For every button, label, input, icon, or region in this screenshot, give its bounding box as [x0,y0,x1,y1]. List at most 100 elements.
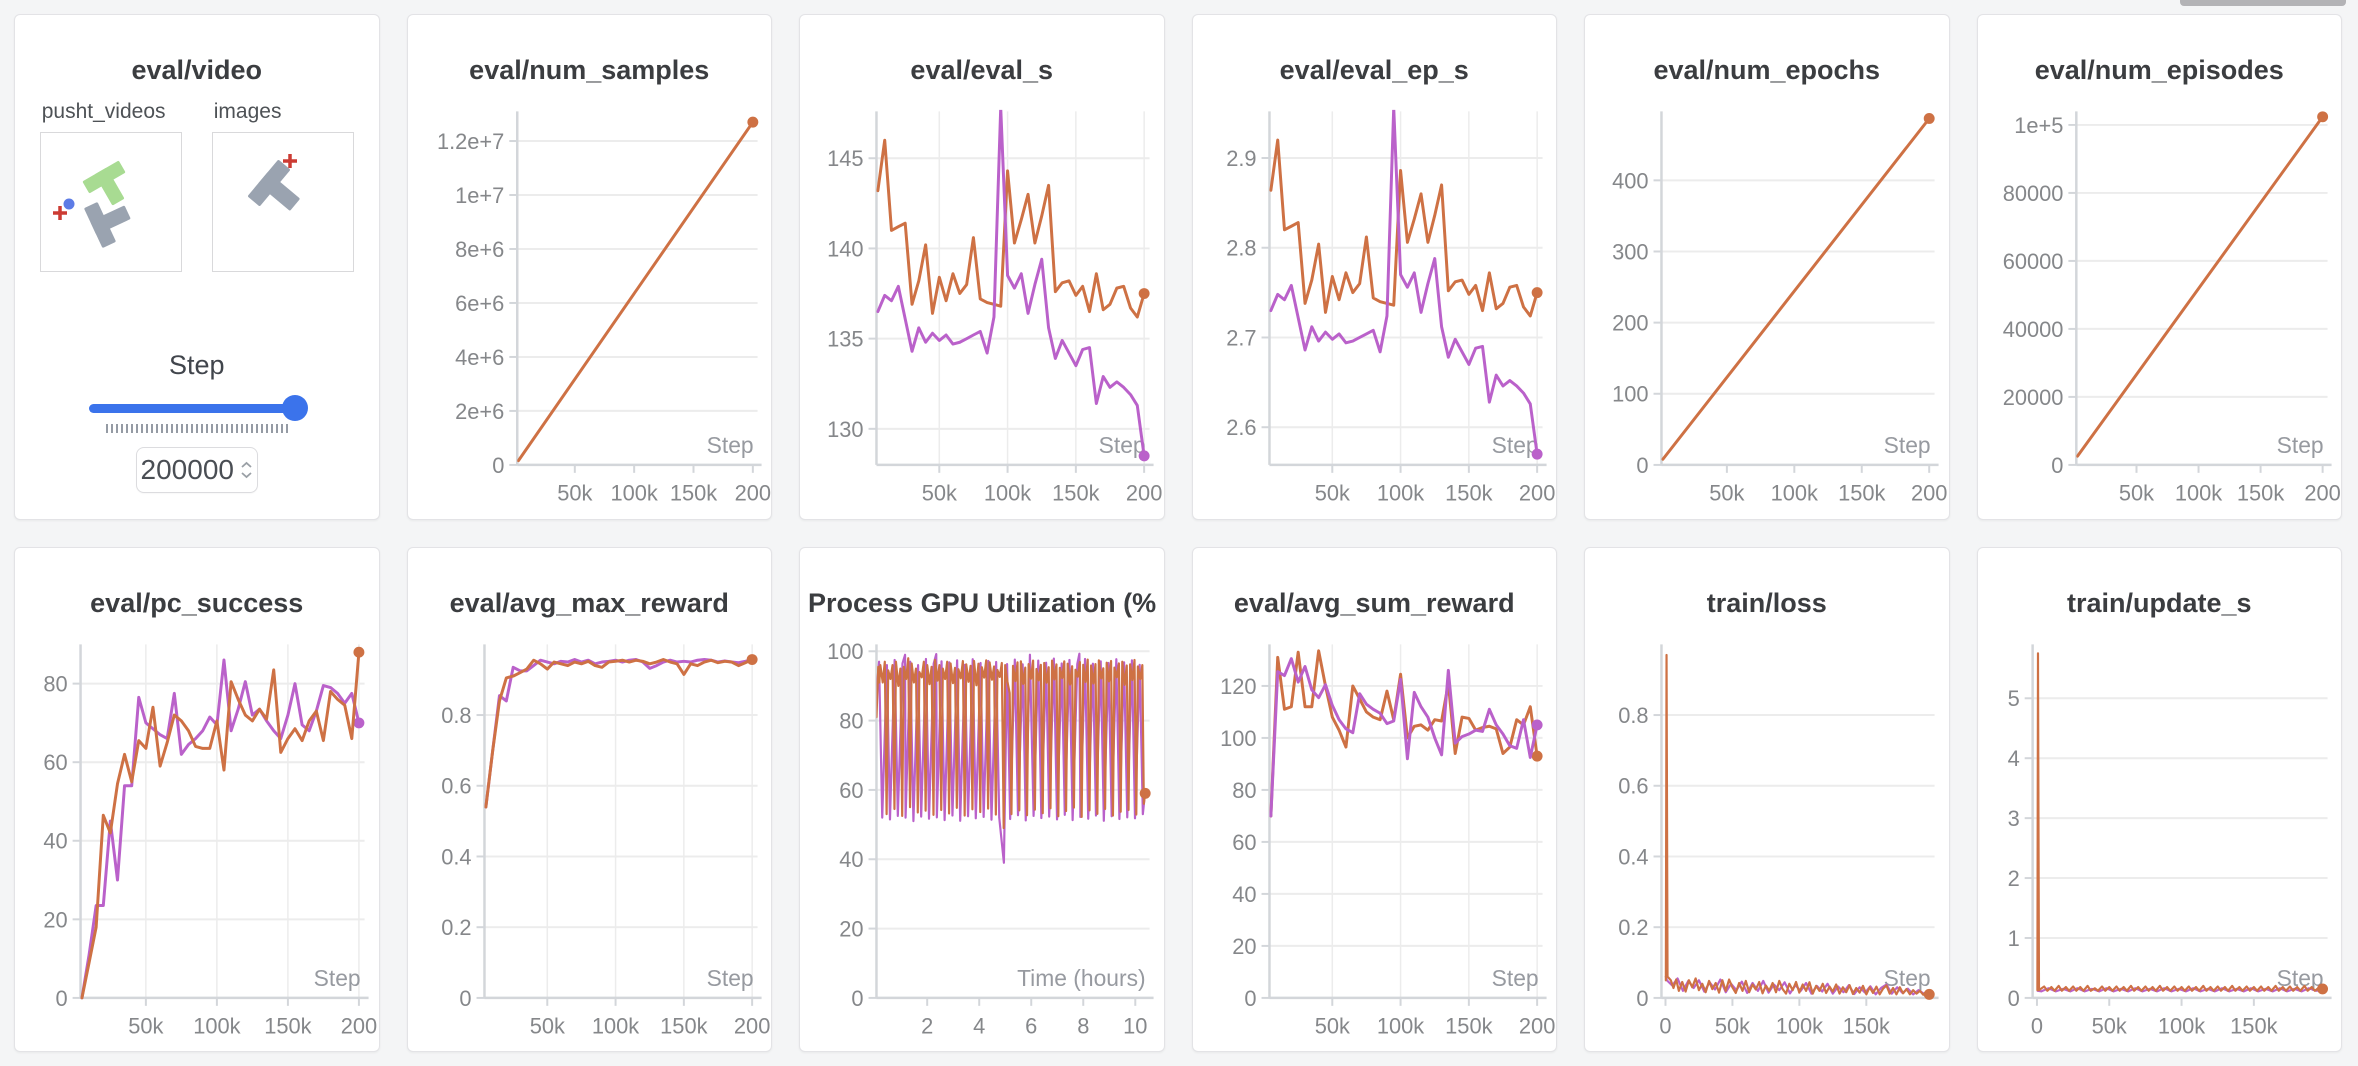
step-slider[interactable] [89,395,309,421]
svg-text:0.2: 0.2 [1618,915,1648,940]
svg-text:100k: 100k [2157,1013,2204,1038]
svg-text:200: 200 [733,1013,769,1038]
chart-title: eval/num_episodes [2034,55,2284,85]
svg-text:200: 200 [1911,481,1947,506]
svg-text:100k: 100k [2174,481,2221,506]
chart-panel: eval/num_episodes 0 20000 40000 60000 80000 1… [1976,14,2342,520]
chart-canvas[interactable]: 130 135 140 145 50k 100k 150k 200 Step [800,94,1164,518]
svg-text:1.2e+7: 1.2e+7 [436,129,503,154]
chart-panel: eval/eval_ep_s 2.6 2.7 2.8 2.9 50k 100k 150k 20… [1191,14,1557,520]
svg-text:80: 80 [43,671,67,696]
svg-text:Time (hours): Time (hours) [1017,964,1146,990]
svg-text:50k: 50k [1314,481,1349,506]
chart-canvas[interactable]: 0 0.2 0.4 0.6 0.8 0 50k 100k 150k Step [1585,627,1949,1051]
svg-text:2.9: 2.9 [1226,146,1256,171]
svg-text:100k: 100k [610,481,657,506]
svg-text:Step: Step [1884,964,1931,990]
chart-panel: eval/eval_s 130 135 140 145 50k 100k 150k 200 St… [799,14,1165,520]
svg-text:0.2: 0.2 [441,915,471,940]
svg-text:0: 0 [851,985,863,1010]
chart-title: eval/avg_sum_reward [1233,587,1515,618]
images-thumbnail[interactable] [211,132,354,272]
svg-text:Step: Step [1491,964,1538,990]
svg-text:0: 0 [2030,1013,2042,1038]
svg-text:0.4: 0.4 [1618,844,1648,869]
svg-text:50k: 50k [529,1013,564,1038]
step-slider-track[interactable] [89,404,305,413]
svg-text:0: 0 [2007,985,2019,1010]
step-slider-ticks [105,424,288,433]
pusht-image-icon [247,154,300,211]
svg-text:200: 200 [1518,481,1554,506]
chart-panel: train/loss 0 0.2 0.4 0.6 0.8 0 50k 100k 150k Step [1584,546,1950,1052]
svg-text:50k: 50k [1314,1013,1349,1038]
chart-canvas[interactable]: 0 20 40 60 80 100 2 4 6 8 10 Time (hours) [800,627,1164,1051]
chart-canvas[interactable]: 0 2e+6 4e+6 6e+6 8e+6 1e+7 1.2e+7 50k 100k 150k 20… [408,94,772,518]
step-number-input[interactable]: 200000 [135,447,258,493]
svg-text:20000: 20000 [2002,385,2063,410]
chart-canvas[interactable]: 0 100 200 300 400 50k 100k 150k 200 Step [1585,94,1949,518]
svg-text:150k: 150k [1445,1013,1492,1038]
svg-text:50k: 50k [128,1013,163,1038]
svg-text:50k: 50k [2091,1013,2126,1038]
svg-text:50k: 50k [922,481,957,506]
svg-text:200: 200 [734,481,770,506]
svg-text:400: 400 [1612,168,1648,193]
svg-text:80: 80 [839,708,863,733]
svg-text:100k: 100k [193,1013,240,1038]
chart-panel: eval/avg_max_reward 0 0.2 0.4 0.6 0.8 50k 100k… [406,546,772,1052]
chevron-up-icon[interactable] [240,461,253,469]
chart-canvas[interactable]: 0 20 40 60 80 50k 100k 150k 200 Step [15,627,379,1051]
chart-title: eval/num_epochs [1653,55,1881,85]
media-row: pusht_videos [15,100,379,272]
svg-text:140: 140 [827,236,863,261]
svg-text:50k: 50k [1715,1013,1750,1038]
svg-text:100: 100 [1612,382,1648,407]
chart-panel: Process GPU Utilization (%) 0 20 40 60 80 100… [799,546,1165,1052]
svg-text:60000: 60000 [2002,249,2063,274]
svg-text:150k: 150k [1838,481,1885,506]
chart-canvas[interactable]: 0 1 2 3 4 5 0 50k 100k 150k Step [1978,627,2342,1051]
svg-text:200: 200 [1518,1013,1554,1038]
media-label: pusht_videos [41,100,166,123]
svg-text:Step: Step [1099,432,1146,458]
step-control: Step 200000 [15,350,379,493]
video-panel-title: eval/video [131,55,263,85]
panel-grid: eval/video pusht_videos [14,14,2342,1052]
svg-text:10: 10 [1123,1013,1147,1038]
svg-text:0: 0 [1636,453,1648,478]
pusht-video-thumbnail[interactable] [39,132,182,272]
svg-text:2.8: 2.8 [1226,236,1256,261]
chart-title: eval/eval_ep_s [1279,55,1469,85]
step-slider-label: Step [168,350,225,380]
svg-text:100: 100 [1220,725,1256,750]
chart-title: train/update_s [2066,587,2252,618]
svg-text:150k: 150k [2230,1013,2277,1038]
svg-text:2.7: 2.7 [1226,325,1256,350]
pusht-scene-icon [52,160,131,248]
horizontal-scrollbar-thumb[interactable] [2180,0,2346,6]
chart-canvas[interactable]: 0 20000 40000 60000 80000 1e+5 50k 100k 150k 200 S… [1978,94,2342,518]
svg-text:100k: 100k [1376,481,1423,506]
svg-text:0: 0 [2051,453,2063,478]
chart-canvas[interactable]: 0 20 40 60 80 100 120 50k 100k 150k 200 Step [1193,627,1557,1051]
svg-text:135: 135 [827,327,863,352]
svg-text:Step: Step [1491,432,1538,458]
svg-text:Step: Step [2276,432,2323,458]
media-label: images [213,100,282,123]
svg-text:3: 3 [2007,806,2019,831]
chevron-down-icon[interactable] [240,471,253,479]
chart-title: eval/avg_max_reward [449,587,729,618]
chart-canvas[interactable]: 0 0.2 0.4 0.6 0.8 50k 100k 150k 200 Step [408,627,772,1051]
svg-text:6: 6 [1025,1013,1037,1038]
svg-text:100k: 100k [1771,481,1818,506]
chart-title: train/loss [1706,587,1827,618]
chart-title: eval/num_samples [469,55,710,85]
svg-text:100k: 100k [591,1013,638,1038]
chart-canvas[interactable]: 2.6 2.7 2.8 2.9 50k 100k 150k 200 Step [1193,94,1557,518]
chart-title: eval/pc_success [90,587,304,618]
svg-text:Step: Step [706,432,753,458]
step-slider-thumb[interactable] [282,395,309,421]
step-value[interactable]: 200000 [140,454,234,485]
stepper-spinner[interactable] [240,461,253,479]
